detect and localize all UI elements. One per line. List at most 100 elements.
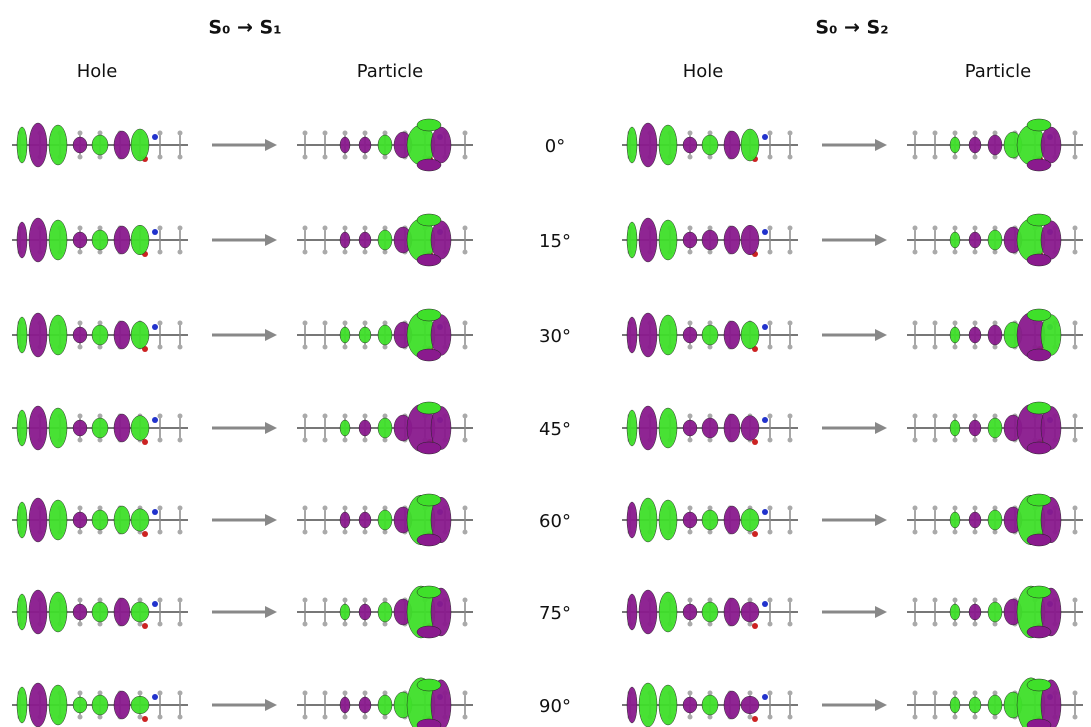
orbital-image bbox=[297, 678, 473, 727]
orbital-image bbox=[297, 402, 473, 454]
orbital-lobe bbox=[724, 226, 740, 254]
orbital-lobe bbox=[988, 135, 1002, 155]
atom bbox=[688, 598, 693, 603]
atom bbox=[78, 250, 83, 255]
orbital-lobe bbox=[1027, 349, 1051, 361]
arrow-head bbox=[265, 329, 277, 341]
atom bbox=[973, 598, 978, 603]
atom bbox=[343, 414, 348, 419]
angle-label: 60° bbox=[539, 511, 571, 532]
atom bbox=[788, 622, 793, 627]
atom bbox=[768, 226, 773, 231]
atom bbox=[158, 250, 163, 255]
atom bbox=[323, 414, 328, 419]
atom bbox=[913, 250, 918, 255]
atom bbox=[913, 345, 918, 350]
atom bbox=[752, 716, 758, 722]
orbital-lobe bbox=[92, 695, 108, 715]
atom bbox=[78, 622, 83, 627]
atom bbox=[463, 226, 468, 231]
figure: S₀ → S₁ S₀ → S₂ Hole Particle Hole Parti… bbox=[0, 0, 1091, 727]
column-header: Particle bbox=[965, 61, 1032, 82]
orbital-image bbox=[907, 494, 1083, 546]
atom bbox=[463, 598, 468, 603]
atom bbox=[953, 345, 958, 350]
orbital-lobe bbox=[131, 321, 149, 348]
orbital-image bbox=[622, 313, 798, 357]
atom bbox=[142, 716, 148, 722]
atom bbox=[933, 226, 938, 231]
atom bbox=[788, 226, 793, 231]
arrow-head bbox=[265, 699, 277, 711]
atom bbox=[363, 715, 368, 720]
atom bbox=[303, 530, 308, 535]
orbital-lobe bbox=[417, 214, 441, 226]
orbital-lobe bbox=[988, 510, 1002, 530]
orbital-lobe bbox=[627, 222, 637, 258]
orbital-lobe bbox=[359, 137, 371, 153]
atom bbox=[913, 530, 918, 535]
orbital-lobe bbox=[1027, 309, 1051, 321]
orbital-lobe bbox=[92, 325, 108, 345]
atom bbox=[913, 226, 918, 231]
atom bbox=[953, 715, 958, 720]
atom bbox=[688, 345, 693, 350]
arrow-head bbox=[265, 514, 277, 526]
atom bbox=[933, 414, 938, 419]
orbital-lobe bbox=[950, 420, 960, 436]
orbital-lobe bbox=[702, 135, 718, 155]
atom bbox=[343, 622, 348, 627]
atom bbox=[363, 226, 368, 231]
orbital-lobe bbox=[114, 414, 130, 442]
atom bbox=[953, 598, 958, 603]
atom bbox=[78, 131, 83, 136]
atom bbox=[178, 715, 183, 720]
atom bbox=[748, 715, 753, 720]
orbital-lobe bbox=[114, 691, 130, 719]
orbital-lobe bbox=[131, 225, 149, 255]
atom bbox=[788, 321, 793, 326]
orbital-lobe bbox=[627, 127, 637, 163]
orbital-lobe bbox=[378, 135, 392, 155]
atom bbox=[158, 530, 163, 535]
atom bbox=[142, 531, 148, 537]
orbital-lobe bbox=[29, 590, 47, 634]
atom bbox=[178, 622, 183, 627]
atom bbox=[363, 691, 368, 696]
orbital-image bbox=[622, 590, 798, 634]
orbital-lobe bbox=[741, 696, 759, 714]
atom bbox=[78, 345, 83, 350]
orbital-lobe bbox=[702, 602, 718, 622]
orbital-lobe bbox=[114, 506, 130, 534]
atom bbox=[973, 438, 978, 443]
orbital-lobe bbox=[702, 230, 718, 250]
atom bbox=[1073, 414, 1078, 419]
atom bbox=[688, 715, 693, 720]
orbital-image bbox=[907, 678, 1083, 727]
atom bbox=[913, 598, 918, 603]
atom bbox=[138, 691, 143, 696]
atom bbox=[78, 414, 83, 419]
orbital-lobe bbox=[417, 534, 441, 546]
atom bbox=[913, 414, 918, 419]
orbital-lobe bbox=[639, 498, 657, 542]
orbital-lobe bbox=[741, 225, 759, 255]
orbital-lobe bbox=[378, 695, 392, 715]
atom bbox=[933, 506, 938, 511]
orbital-lobe bbox=[73, 327, 87, 343]
orbital-lobe bbox=[724, 414, 740, 442]
atom bbox=[913, 715, 918, 720]
orbital-lobe bbox=[49, 125, 67, 165]
orbital-lobe bbox=[702, 418, 718, 438]
atom bbox=[463, 155, 468, 160]
atom bbox=[343, 691, 348, 696]
orbital-lobe bbox=[340, 420, 350, 436]
orbital-lobe bbox=[49, 685, 67, 725]
atom bbox=[323, 622, 328, 627]
orbital-image bbox=[12, 498, 188, 542]
atom bbox=[463, 691, 468, 696]
orbital-lobe bbox=[17, 410, 27, 446]
orbital-image bbox=[12, 123, 188, 167]
atom bbox=[688, 622, 693, 627]
orbital-lobe bbox=[17, 594, 27, 630]
